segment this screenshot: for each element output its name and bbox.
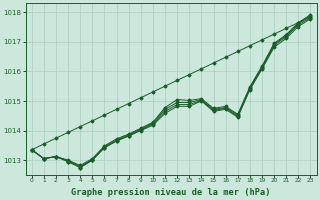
X-axis label: Graphe pression niveau de la mer (hPa): Graphe pression niveau de la mer (hPa) bbox=[71, 188, 271, 197]
